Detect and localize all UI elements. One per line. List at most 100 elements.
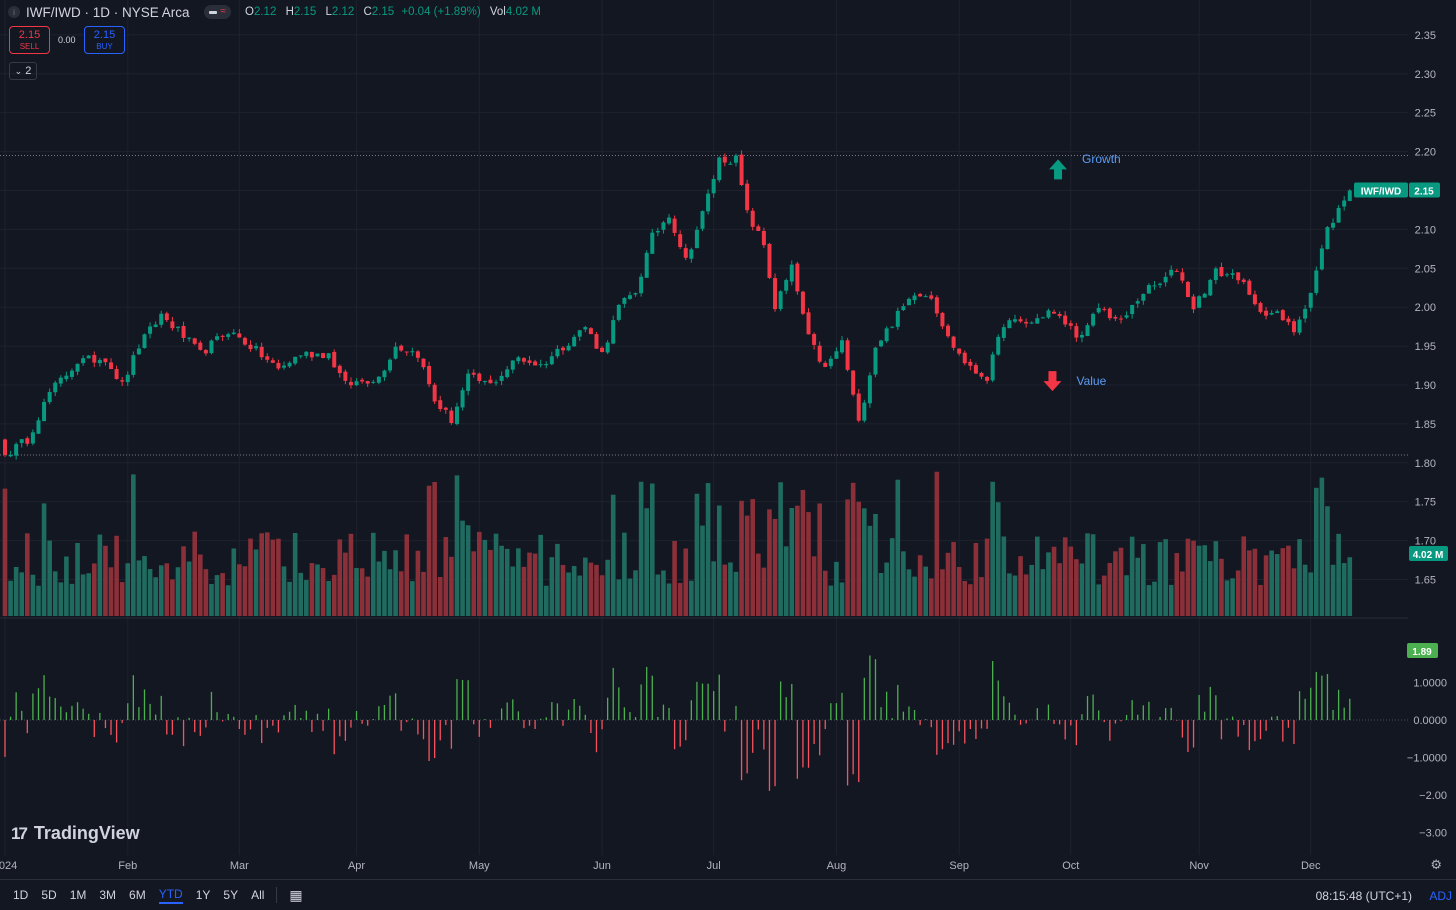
candle-body	[834, 351, 839, 359]
candle-body	[203, 350, 208, 354]
volume-bar	[398, 571, 404, 616]
candle-body	[555, 348, 560, 357]
candle-body	[778, 291, 783, 309]
candle-body	[1247, 280, 1252, 295]
sell-button[interactable]: 2.15 SELL	[9, 26, 50, 54]
indicators-collapse-button[interactable]: ⌄ 2	[9, 62, 37, 80]
candle-body	[293, 356, 298, 364]
volume-bar	[186, 561, 192, 616]
candle-body	[823, 362, 828, 367]
range-ytd[interactable]: YTD	[158, 887, 183, 904]
candle-body	[287, 362, 292, 367]
volume-bar	[1291, 568, 1297, 616]
volume-bar	[1040, 569, 1046, 616]
candle-body	[627, 295, 632, 299]
volume-bar	[97, 534, 103, 616]
price-axis[interactable]: 2.35 2.30 2.25 2.20 2.15 2.10 2.05 2.00 1.95 1.90…	[1354, 30, 1448, 840]
volume-bar	[856, 501, 862, 616]
candle-body	[516, 357, 521, 362]
volume-bar	[1079, 563, 1085, 616]
candle-body	[1297, 319, 1302, 333]
candle-body	[499, 375, 504, 381]
candle-body	[198, 342, 203, 350]
volume-bar	[1135, 557, 1141, 616]
price-tick-label: 1.85	[1415, 419, 1436, 431]
candle-body	[655, 230, 660, 233]
clock-readout[interactable]: 08:15:48 (UTC+1)	[1315, 889, 1412, 903]
range-6m[interactable]: 6M	[129, 888, 146, 902]
buy-label: BUY	[96, 42, 113, 51]
gear-icon[interactable]: ⚙	[1430, 857, 1442, 872]
volume-bar	[1118, 547, 1124, 616]
candle-body	[1342, 200, 1347, 207]
range-3m[interactable]: 3M	[99, 888, 117, 902]
legend-toggle[interactable]: ≈	[203, 5, 232, 19]
candle-body	[466, 373, 471, 391]
range-5d[interactable]: 5D	[41, 888, 57, 902]
candle-body	[616, 304, 621, 320]
volume-bar	[69, 583, 75, 616]
candle-body	[175, 326, 180, 328]
candle-body	[1018, 319, 1023, 322]
price-chart[interactable]: 2.35 2.30 2.25 2.20 2.15 2.10 2.05 2.00 1.95 1.90…	[0, 0, 1456, 879]
candle-body	[209, 340, 214, 354]
candle-body	[14, 444, 19, 456]
close-value: 2.15	[371, 6, 395, 18]
volume-bar	[1018, 556, 1023, 616]
volume-bar	[756, 553, 761, 616]
candle-body	[1213, 268, 1218, 281]
range-all[interactable]: All	[251, 888, 265, 902]
candle-body	[192, 338, 197, 344]
candle-body	[25, 438, 30, 444]
volume-bar	[30, 574, 36, 616]
tradingview-logo[interactable]: 17 TradingView	[11, 823, 140, 844]
volume-bar	[817, 503, 822, 616]
spread-value: 0.00	[58, 35, 76, 45]
time-tick-label: Oct	[1062, 860, 1079, 872]
candle-body	[1241, 279, 1246, 283]
candle-body	[276, 362, 281, 369]
candle-body	[298, 355, 303, 357]
candle-body	[131, 355, 136, 375]
candle-body	[432, 384, 437, 402]
volume-bar	[956, 567, 962, 616]
volume-bar	[906, 569, 912, 616]
volume-bar	[1129, 536, 1135, 616]
volume-bar	[1330, 564, 1336, 616]
volume-bar	[1207, 561, 1213, 616]
volume-bar	[504, 548, 510, 616]
adj-toggle[interactable]: ADJ	[1429, 889, 1452, 903]
range-1y[interactable]: 1Y	[195, 888, 211, 902]
candle-body	[895, 310, 900, 327]
volume-bar	[527, 552, 532, 616]
volume-bar	[923, 566, 928, 616]
candle-body	[940, 312, 945, 327]
time-axis[interactable]: 2024 Feb Mar Apr May Jun Jul Aug Sep Oct Nov Dec	[0, 860, 1321, 872]
candle-body	[449, 410, 454, 424]
range-1d[interactable]: 1D	[13, 888, 29, 902]
volume-bar	[1202, 545, 1207, 616]
candle-body	[360, 379, 365, 382]
candle-body	[990, 354, 995, 381]
candle-body	[633, 293, 638, 295]
candle-body	[1057, 314, 1062, 317]
range-5y[interactable]: 5Y	[223, 888, 239, 902]
candle-body	[415, 351, 420, 358]
candle-body	[800, 291, 805, 314]
candle-body	[454, 406, 459, 425]
candle-body	[1063, 315, 1068, 325]
symbol-title[interactable]: IWF/IWD · 1D · NYSE Arca	[26, 4, 190, 20]
candle-body	[561, 347, 565, 351]
candle-body	[1029, 322, 1034, 324]
volume-bar	[354, 567, 359, 616]
volume-bar	[477, 531, 482, 616]
range-1m[interactable]: 1M	[69, 888, 87, 902]
volume-bar	[1347, 557, 1353, 616]
calendar-icon[interactable]: ▦	[289, 886, 303, 903]
candle-body	[142, 334, 147, 348]
volume-bar	[1124, 575, 1129, 616]
candle-body	[962, 352, 967, 364]
buy-button[interactable]: 2.15 BUY	[84, 26, 125, 54]
open-value: 2.12	[253, 6, 277, 18]
volume-bar	[276, 538, 281, 616]
